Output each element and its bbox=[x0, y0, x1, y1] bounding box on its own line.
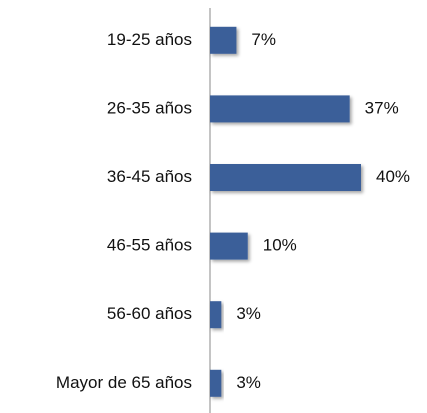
value-label: 10% bbox=[263, 236, 297, 255]
category-label: 46-55 años bbox=[107, 236, 192, 255]
bar bbox=[210, 164, 361, 191]
bar bbox=[210, 301, 222, 329]
value-label: 37% bbox=[365, 98, 399, 117]
category-label: 36-45 años bbox=[107, 167, 192, 186]
value-label: 7% bbox=[251, 30, 276, 49]
bar bbox=[210, 232, 248, 260]
value-label: 3% bbox=[236, 373, 261, 392]
category-label: Mayor de 65 años bbox=[56, 373, 192, 392]
bar bbox=[210, 369, 222, 397]
value-label: 40% bbox=[376, 167, 410, 186]
category-label: 19-25 años bbox=[107, 30, 192, 49]
bar bbox=[210, 95, 350, 123]
value-label: 3% bbox=[236, 304, 261, 323]
category-label: 26-35 años bbox=[107, 98, 192, 117]
bar bbox=[210, 26, 237, 54]
category-label: 56-60 años bbox=[107, 304, 192, 323]
